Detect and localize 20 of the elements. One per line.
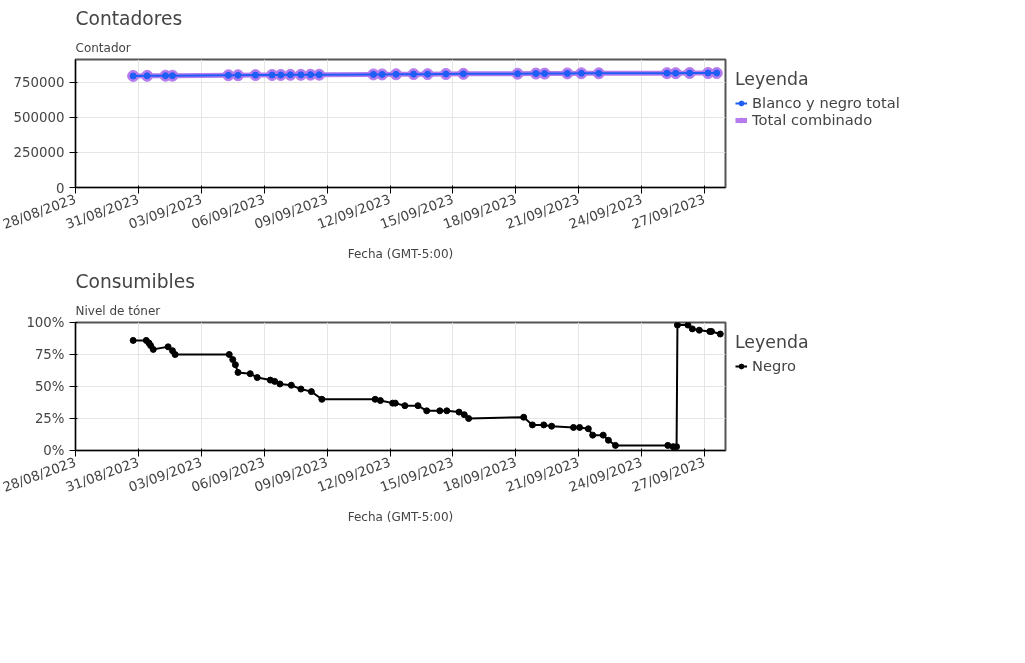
y-axis-title: Nivel de tóner [75,303,161,318]
y-tick-label: 50% [34,379,65,394]
x-axis-title: Fecha (GMT-5:00) [347,246,454,261]
legend-label: Negro [752,357,796,374]
y-tick-label: 25% [34,411,65,426]
legend-title: Leyenda [735,69,810,89]
y-tick-label: 250000 [13,145,65,161]
y-axis-title: Contador [75,40,131,55]
legend-label: Total combinado [752,111,873,128]
y-tick-label: 75% [34,347,65,362]
chart-title: Consumibles [75,270,195,292]
y-tick-label: 100% [26,315,65,330]
legend-title: Leyenda [735,332,809,352]
y-tick-label: 750000 [13,75,65,91]
y-tick-label: 0 [56,180,65,196]
x-axis-title: Fecha (GMT-5:00) [347,509,454,524]
y-tick-label: 0% [43,443,65,458]
legend-label: Blanco y negro total [752,94,900,111]
chart-title: Contadores [75,7,183,29]
y-tick-label: 500000 [13,110,65,126]
